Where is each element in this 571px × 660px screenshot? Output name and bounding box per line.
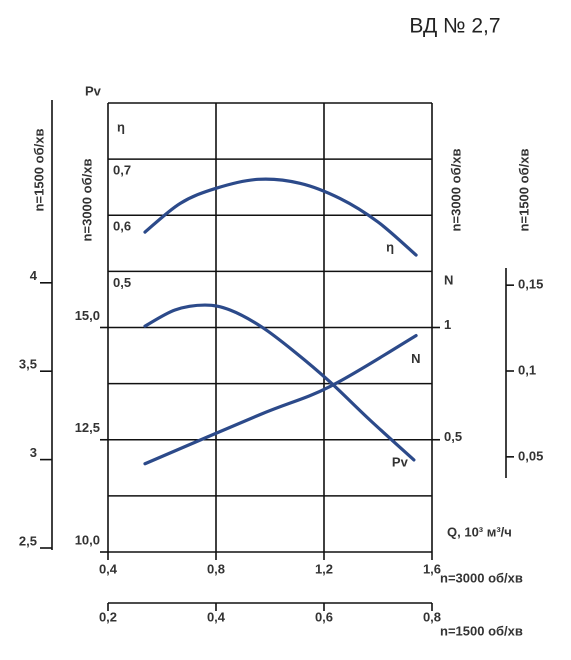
- y-tick-label: 0,05: [518, 448, 543, 463]
- y-tick-label: 0,6: [113, 219, 131, 234]
- curve: [143, 333, 418, 466]
- curve-label: Pv: [392, 454, 409, 469]
- x-tick-label: 1,6: [423, 561, 441, 576]
- y-tick-label: 2,5: [19, 533, 37, 548]
- y-axis-label: n=1500 об/хв: [516, 149, 531, 232]
- x-axis-label: n=3000 об/хв: [440, 570, 523, 585]
- y-tick-label: 0,15: [518, 277, 543, 292]
- x-axis-label: n=1500 об/хв: [440, 623, 523, 638]
- y-axis-label: n=1500 об/хв: [31, 129, 46, 212]
- y-tick-label: 10,0: [75, 532, 100, 547]
- x-tick-label: 1,2: [315, 561, 333, 576]
- x-tick-label: 0,2: [99, 609, 117, 624]
- x-tick-label: 0,8: [423, 609, 441, 624]
- y-axis-title: η: [117, 119, 125, 134]
- y-tick-label: 0,7: [113, 163, 131, 178]
- curve-label: N: [411, 351, 420, 366]
- y-tick-label: 4: [30, 268, 38, 283]
- y-tick-label: 12,5: [75, 420, 100, 435]
- curve: [143, 177, 418, 257]
- x-tick-label: 0,4: [207, 609, 226, 624]
- q-label: Q, 10³ м³/ч: [447, 524, 512, 539]
- y-tick-label: 3: [30, 445, 37, 460]
- y-axis-title: Pv: [85, 83, 102, 98]
- y-tick-label: 0,5: [113, 275, 131, 290]
- y-tick-label: 15,0: [75, 308, 100, 323]
- y-axis-label: n=3000 об/хв: [448, 149, 463, 232]
- x-tick-label: 0,6: [315, 609, 333, 624]
- curve: [143, 303, 416, 462]
- y-axis-title: N: [444, 272, 453, 287]
- y-axis-label: n=3000 об/хв: [79, 159, 94, 242]
- x-tick-label: 0,4: [99, 561, 118, 576]
- y-tick-label: 1: [444, 317, 451, 332]
- curve-label: η: [386, 240, 394, 255]
- chart-title: ВД № 2,7: [409, 15, 500, 38]
- x-tick-label: 0,8: [207, 561, 225, 576]
- y-tick-label: 3,5: [19, 357, 37, 372]
- y-tick-label: 0,5: [444, 429, 462, 444]
- y-tick-label: 0,1: [518, 362, 536, 377]
